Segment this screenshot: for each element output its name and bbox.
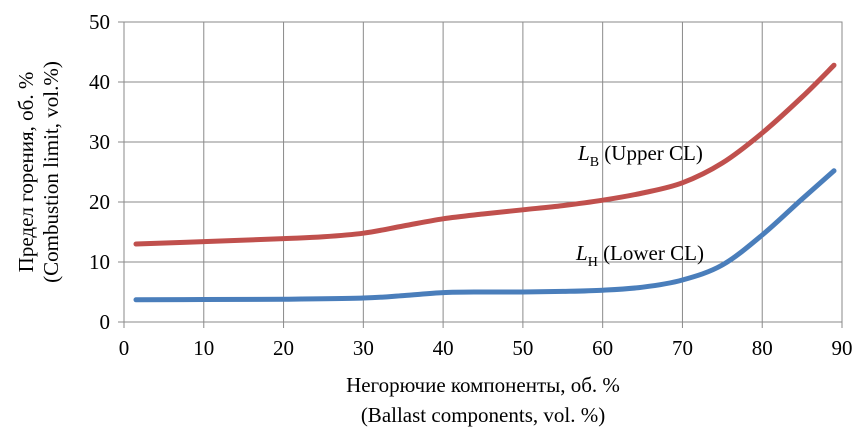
x-tick-label: 30 [353, 336, 374, 360]
y-tick-label: 10 [89, 250, 110, 274]
x-tick-label: 80 [752, 336, 773, 360]
x-tick-label: 20 [273, 336, 294, 360]
x-tick-label: 0 [119, 336, 130, 360]
x-tick-label: 90 [832, 336, 853, 360]
x-axis-title-ru: Негорючие компоненты, об. % [346, 373, 620, 397]
svg-text:LВ (Upper CL): LВ (Upper CL) [577, 141, 703, 170]
y-tick-label: 20 [89, 190, 110, 214]
y-tick-label: 30 [89, 130, 110, 154]
series-label-lower: LН (Lower CL) [575, 241, 704, 270]
series-label-upper: LВ (Upper CL) [577, 141, 703, 170]
x-tick-label: 70 [672, 336, 693, 360]
y-tick-label: 0 [100, 310, 111, 334]
svg-text:LН (Lower CL): LН (Lower CL) [575, 241, 704, 270]
upper-label-main: L [577, 141, 590, 165]
lower-label-text: (Lower CL) [598, 241, 704, 265]
tick-labels: 0 10 20 30 40 50 60 70 80 90 0 10 20 30 40 50 [89, 10, 853, 360]
grid [118, 21, 843, 328]
y-axis-title-en: (Combustion limit, vol.%) [39, 61, 63, 283]
x-tick-label: 10 [193, 336, 214, 360]
upper-label-text: (Upper CL) [599, 141, 703, 165]
upper-label-sub: В [590, 155, 599, 170]
plot-area [123, 21, 843, 323]
lower-limit-line [133, 168, 837, 303]
series [133, 62, 837, 303]
y-tick-label: 40 [89, 70, 110, 94]
x-axis-title-en: (Ballast components, vol. %) [361, 403, 605, 427]
x-tick-label: 50 [512, 336, 533, 360]
upper-limit-line [133, 62, 837, 247]
y-tick-label: 50 [89, 10, 110, 34]
x-tick-label: 60 [592, 336, 613, 360]
x-tick-label: 40 [433, 336, 454, 360]
lower-label-sub: Н [588, 255, 598, 270]
y-axis-title-ru: Предел горения, об. % [14, 72, 38, 273]
lower-label-main: L [575, 241, 588, 265]
